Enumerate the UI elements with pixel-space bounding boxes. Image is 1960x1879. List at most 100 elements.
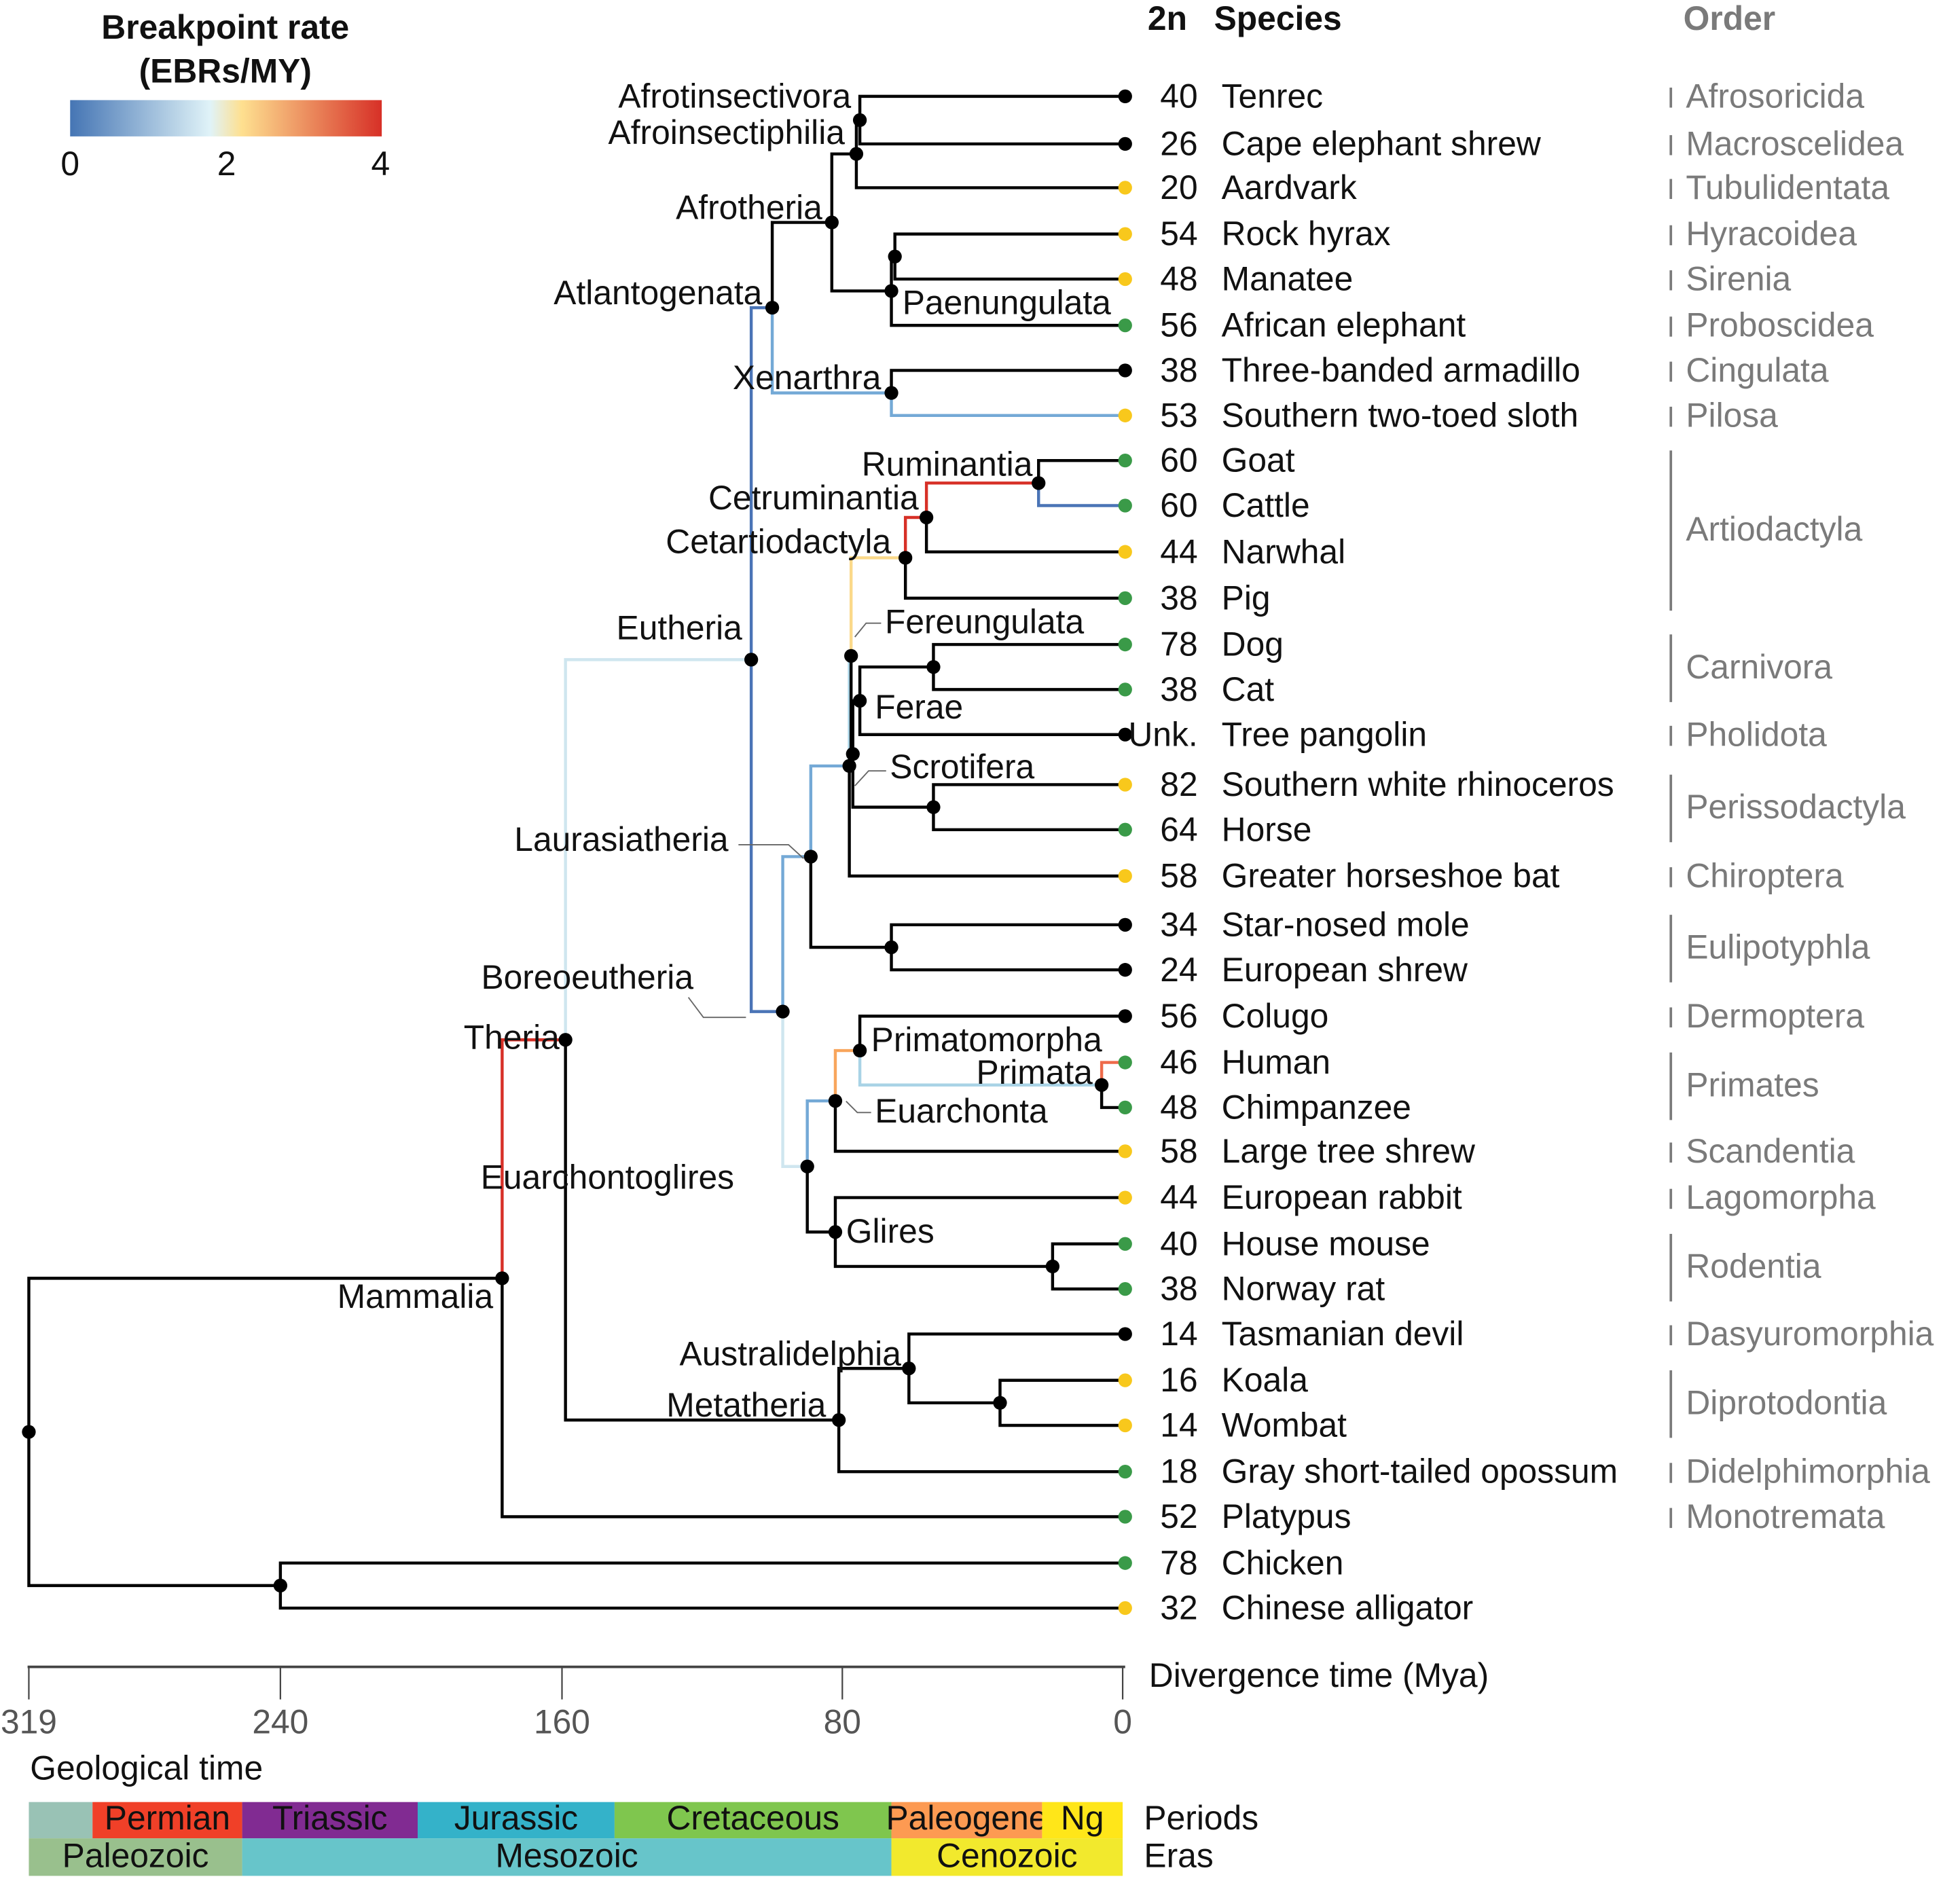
species-name: Cape elephant shrew bbox=[1222, 125, 1542, 163]
afrotheria-node bbox=[824, 215, 839, 230]
leaf-dot bbox=[1118, 1373, 1132, 1387]
geological-time: Geological time Periods Eras Permian Tria… bbox=[29, 1749, 1258, 1876]
zooamata-node bbox=[846, 747, 860, 761]
species-row: 58 Greater horseshoe bat bbox=[1118, 857, 1560, 895]
legend: Breakpoint rate (EBRs/MY) 0 2 4 bbox=[60, 8, 390, 183]
branch bbox=[833, 1101, 1125, 1153]
axis-title: Divergence time (Mya) bbox=[1149, 1656, 1489, 1694]
branch bbox=[833, 1196, 1125, 1233]
species-name: Southern white rhinoceros bbox=[1222, 765, 1614, 803]
chromosome-number: Unk. bbox=[1128, 715, 1197, 753]
branch bbox=[805, 1166, 835, 1234]
chromosome-number: 48 bbox=[1160, 1088, 1197, 1126]
order-name: Dasyuromorphia bbox=[1686, 1315, 1934, 1353]
chromosome-number: 78 bbox=[1160, 625, 1197, 663]
branch bbox=[564, 658, 752, 1040]
leaf-dot bbox=[1118, 1465, 1132, 1479]
order-name: Artiodactyla bbox=[1686, 510, 1862, 548]
tree: Mammalia Theria Eutheria Atlantogenata Afrot… bbox=[22, 77, 1125, 1610]
species-name: Tasmanian devil bbox=[1222, 1315, 1464, 1353]
period-label: Cretaceous bbox=[667, 1799, 839, 1837]
clade-label-euarchontoglires: Euarchontoglires bbox=[481, 1159, 734, 1197]
order-item: Afrosoricida bbox=[1669, 77, 1864, 115]
chromosome-number: 34 bbox=[1160, 905, 1197, 943]
clade-label-eutheria: Eutheria bbox=[617, 609, 743, 647]
species-row: 26 Cape elephant shrew bbox=[1118, 125, 1542, 163]
order-name: Chiroptera bbox=[1686, 857, 1844, 895]
branch bbox=[278, 1561, 1125, 1586]
chromosome-number: 56 bbox=[1160, 306, 1197, 344]
branch bbox=[501, 1278, 1125, 1518]
perissodactyla-node bbox=[926, 800, 941, 814]
species-row: 20 Aardvark bbox=[1118, 168, 1357, 206]
laurasiatheria-node bbox=[803, 850, 818, 864]
axis-tick-label: 80 bbox=[824, 1702, 861, 1740]
period-label: Jurassic bbox=[454, 1799, 578, 1837]
branch bbox=[830, 222, 892, 293]
time-axis: Divergence time (Mya) 319 240 160 80 0 bbox=[1, 1656, 1489, 1740]
clade-label-glires: Glires bbox=[846, 1212, 934, 1250]
order-name: Cingulata bbox=[1686, 351, 1829, 389]
species-row: 14 Wombat bbox=[1118, 1406, 1347, 1444]
species-name: Tree pangolin bbox=[1222, 715, 1427, 753]
order-item: Pilosa bbox=[1669, 396, 1778, 434]
branch bbox=[564, 1040, 839, 1422]
branch bbox=[890, 393, 1125, 418]
euarchonta-node bbox=[828, 1094, 843, 1108]
order-name: Sirenia bbox=[1686, 260, 1791, 298]
branch bbox=[932, 667, 1125, 691]
branch bbox=[998, 1379, 1125, 1403]
species-row: 14 Tasmanian devil bbox=[1118, 1315, 1464, 1353]
species-row: 16 Koala bbox=[1118, 1361, 1308, 1399]
chromosome-number: 14 bbox=[1160, 1315, 1197, 1353]
branch bbox=[854, 153, 1125, 189]
chromosome-number: 38 bbox=[1160, 351, 1197, 389]
species-row: 60 Cattle bbox=[1118, 486, 1310, 524]
primatomorpha-node bbox=[852, 1043, 867, 1058]
species-name: Star-nosed mole bbox=[1222, 905, 1470, 943]
leaf-dot bbox=[1118, 1510, 1132, 1524]
order-item: Pholidota bbox=[1669, 715, 1827, 753]
theria-node bbox=[558, 1033, 573, 1047]
chromosome-number: 58 bbox=[1160, 1132, 1197, 1170]
chromosome-number: 54 bbox=[1160, 215, 1197, 253]
order-list: Afrosoricida Macroscelidea Tubulidentata Hy… bbox=[1669, 77, 1934, 1535]
chromosome-number: 18 bbox=[1160, 1453, 1197, 1491]
branch bbox=[749, 306, 773, 660]
branch bbox=[837, 1420, 1125, 1474]
era-label: Paleozoic bbox=[62, 1836, 209, 1874]
leaf-dot bbox=[1118, 136, 1132, 151]
clade-label-boreoeutheria: Boreoeutheria bbox=[481, 958, 693, 996]
leaf-dot bbox=[1118, 1009, 1132, 1023]
species-name: Southern two-toed sloth bbox=[1222, 396, 1578, 434]
branch bbox=[890, 291, 1125, 327]
eras-label: Eras bbox=[1144, 1836, 1213, 1874]
leaf-dot bbox=[1118, 1556, 1132, 1570]
diprotodontia-node bbox=[993, 1395, 1007, 1410]
chromosome-number: 38 bbox=[1160, 670, 1197, 708]
period-label: Permian bbox=[105, 1799, 230, 1837]
order-name: Carnivora bbox=[1686, 648, 1832, 686]
species-name: Platypus bbox=[1222, 1497, 1351, 1535]
chromosome-number: 64 bbox=[1160, 810, 1197, 848]
order-item: Carnivora bbox=[1669, 634, 1832, 702]
clade-label-primata: Primata bbox=[976, 1053, 1093, 1091]
leaf-dot bbox=[1118, 408, 1132, 422]
clade-label-fereungulata: Fereungulata bbox=[885, 602, 1085, 640]
species-row: 38 Three-banded armadillo bbox=[1118, 351, 1580, 389]
order-item: Eulipotyphla bbox=[1669, 915, 1870, 983]
clade-label-australidelphia: Australidelphia bbox=[680, 1335, 902, 1373]
chromosome-number: 32 bbox=[1160, 1589, 1197, 1627]
geology-title: Geological time bbox=[30, 1749, 263, 1787]
branch bbox=[833, 1048, 860, 1101]
branch bbox=[809, 764, 850, 857]
order-item: Tubulidentata bbox=[1669, 168, 1889, 206]
leaf-dot bbox=[1118, 1100, 1132, 1115]
legend-tick: 2 bbox=[217, 145, 236, 183]
era-bar bbox=[29, 1838, 242, 1876]
boreoeutheria-node bbox=[776, 1004, 790, 1019]
leaf-dot bbox=[1118, 682, 1132, 697]
species-name: Manatee bbox=[1222, 260, 1354, 298]
branch bbox=[907, 1332, 1125, 1369]
rodentia-node bbox=[1045, 1259, 1060, 1274]
